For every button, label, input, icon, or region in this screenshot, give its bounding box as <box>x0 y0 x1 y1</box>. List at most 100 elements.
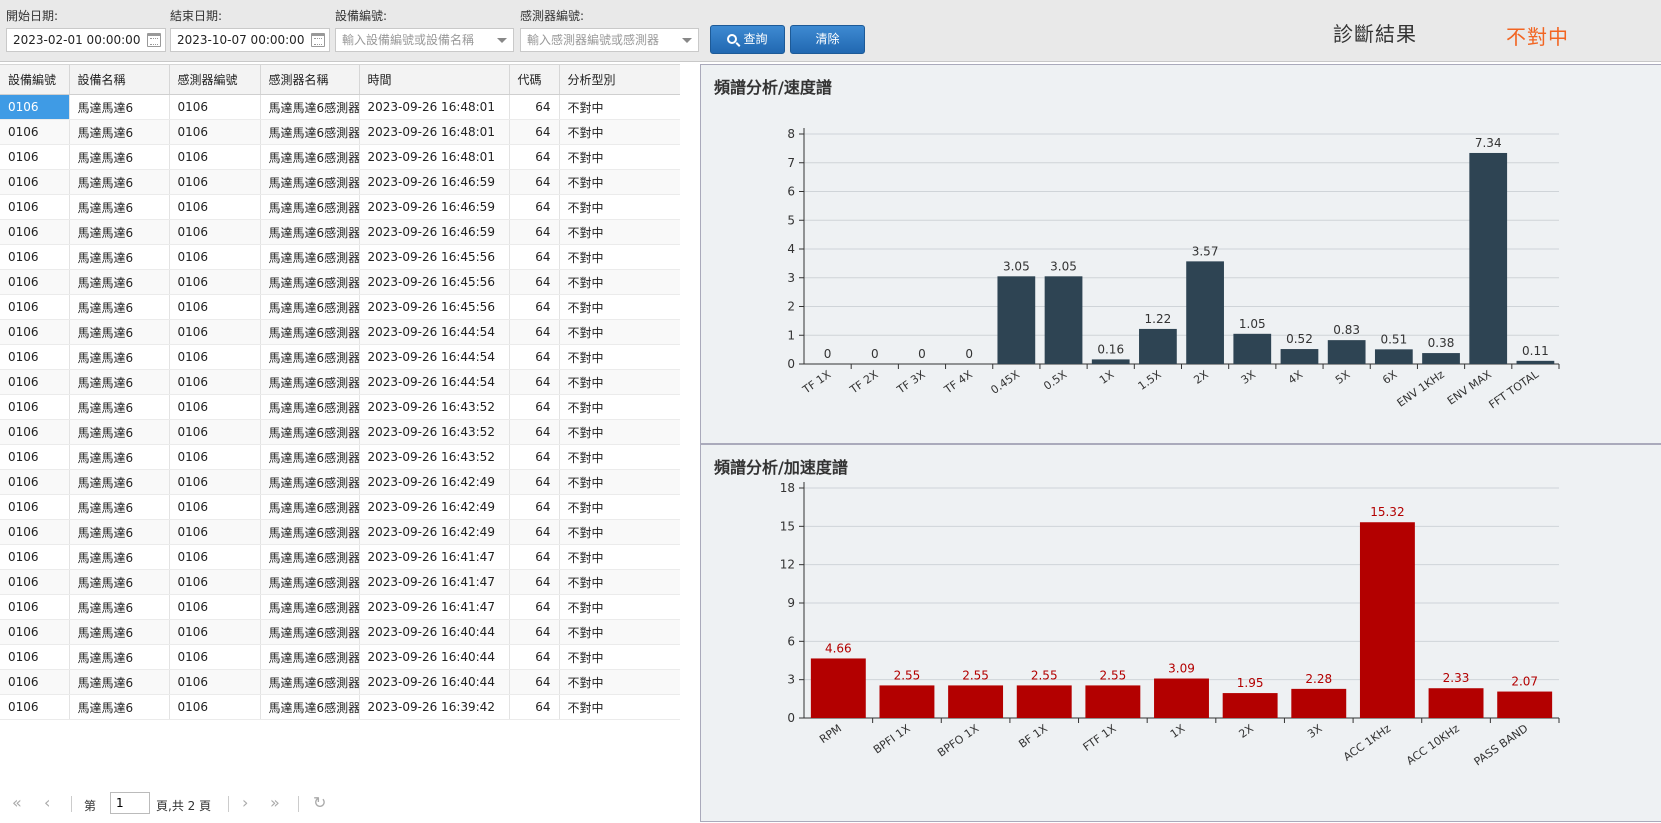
table-cell[interactable]: 2023-09-26 16:41:47 <box>359 569 510 595</box>
table-cell[interactable]: 不對中 <box>559 369 681 395</box>
bar[interactable] <box>1291 688 1347 718</box>
bar[interactable] <box>1085 685 1141 718</box>
table-cell[interactable]: 馬達馬達6 <box>69 319 170 345</box>
table-cell[interactable]: 0106 <box>169 194 261 220</box>
prev-page-icon[interactable]: ‹ <box>44 793 51 812</box>
table-cell[interactable]: 馬達馬達6 <box>69 194 170 220</box>
table-cell[interactable]: 不對中 <box>559 119 681 145</box>
table-cell[interactable]: 馬達馬達6 <box>69 219 170 245</box>
table-cell[interactable]: 2023-09-26 16:44:54 <box>359 369 510 395</box>
table-cell[interactable]: 0106 <box>0 594 70 620</box>
calendar-icon[interactable] <box>311 33 325 47</box>
table-cell[interactable]: 64 <box>509 194 560 220</box>
next-page-icon[interactable]: › <box>242 793 249 812</box>
column-header[interactable]: 設備編號 <box>0 64 70 95</box>
table-cell[interactable]: 64 <box>509 269 560 295</box>
bar[interactable] <box>879 685 935 718</box>
table-cell[interactable]: 0106 <box>0 219 70 245</box>
table-cell[interactable]: 馬達馬達6 <box>69 294 170 320</box>
table-cell[interactable]: 0106 <box>0 94 70 120</box>
table-cell[interactable]: 2023-09-26 16:42:49 <box>359 469 510 495</box>
table-cell[interactable]: 0106 <box>169 694 261 720</box>
table-cell[interactable]: 馬達馬達6 <box>69 644 170 670</box>
table-cell[interactable]: 0106 <box>0 344 70 370</box>
table-cell[interactable]: 不對中 <box>559 419 681 445</box>
device-combobox[interactable]: 輸入設備編號或設備名稱 <box>335 28 514 52</box>
end-date-input[interactable]: 2023-10-07 00:00:00 <box>170 28 330 52</box>
column-header[interactable]: 感測器名稱 <box>260 64 360 95</box>
table-cell[interactable]: 64 <box>509 94 560 120</box>
table-cell[interactable]: 64 <box>509 219 560 245</box>
table-cell[interactable]: 馬達馬達6感測器 <box>260 369 360 395</box>
table-cell[interactable]: 馬達馬達6 <box>69 569 170 595</box>
bar[interactable] <box>1044 276 1083 364</box>
bar[interactable] <box>1327 340 1366 364</box>
table-row[interactable]: 0106 馬達馬達6 0106 馬達馬達6感測器 2023-09-26 16:48:01… <box>0 94 681 120</box>
table-cell[interactable]: 0106 <box>0 519 70 545</box>
table-cell[interactable]: 馬達馬達6感測器 <box>260 394 360 420</box>
bar[interactable] <box>1497 691 1553 718</box>
table-cell[interactable]: 64 <box>509 519 560 545</box>
table-cell[interactable]: 2023-09-26 16:46:59 <box>359 194 510 220</box>
table-row[interactable]: 0106 馬達馬達6 0106 馬達馬達6感測器 2023-09-26 16:41:47… <box>0 594 681 620</box>
bar[interactable] <box>1422 353 1460 364</box>
table-cell[interactable]: 馬達馬達6 <box>69 244 170 270</box>
table-cell[interactable]: 0106 <box>169 119 261 145</box>
bar[interactable] <box>1154 678 1209 718</box>
table-cell[interactable]: 0106 <box>0 569 70 595</box>
table-cell[interactable]: 64 <box>509 619 560 645</box>
bar[interactable] <box>948 685 1004 718</box>
column-header[interactable]: 感測器編號 <box>169 64 261 95</box>
table-cell[interactable]: 不對中 <box>559 169 681 195</box>
table-cell[interactable]: 馬達馬達6感測器 <box>260 644 360 670</box>
start-date-input[interactable]: 2023-02-01 00:00:00 <box>6 28 166 52</box>
table-cell[interactable]: 馬達馬達6 <box>69 119 170 145</box>
table-cell[interactable]: 馬達馬達6感測器 <box>260 419 360 445</box>
table-cell[interactable]: 馬達馬達6 <box>69 469 170 495</box>
table-cell[interactable]: 不對中 <box>559 344 681 370</box>
table-cell[interactable]: 不對中 <box>559 294 681 320</box>
table-cell[interactable]: 0106 <box>169 269 261 295</box>
table-row[interactable]: 0106 馬達馬達6 0106 馬達馬達6感測器 2023-09-26 16:48:01… <box>0 119 681 145</box>
table-cell[interactable]: 0106 <box>0 194 70 220</box>
table-cell[interactable]: 0106 <box>169 544 261 570</box>
table-cell[interactable]: 0106 <box>169 94 261 120</box>
bar[interactable] <box>1359 522 1415 718</box>
table-cell[interactable]: 馬達馬達6 <box>69 269 170 295</box>
table-row[interactable]: 0106 馬達馬達6 0106 馬達馬達6感測器 2023-09-26 16:41:47… <box>0 569 681 595</box>
table-cell[interactable]: 馬達馬達6 <box>69 419 170 445</box>
table-row[interactable]: 0106 馬達馬達6 0106 馬達馬達6感測器 2023-09-26 16:48:01… <box>0 144 681 170</box>
table-cell[interactable]: 2023-09-26 16:45:56 <box>359 244 510 270</box>
table-cell[interactable]: 0106 <box>0 469 70 495</box>
table-row[interactable]: 0106 馬達馬達6 0106 馬達馬達6感測器 2023-09-26 16:40:44… <box>0 644 681 670</box>
table-cell[interactable]: 0106 <box>169 144 261 170</box>
table-cell[interactable]: 2023-09-26 16:42:49 <box>359 494 510 520</box>
table-cell[interactable]: 64 <box>509 144 560 170</box>
table-cell[interactable]: 馬達馬達6感測器 <box>260 319 360 345</box>
table-cell[interactable]: 2023-09-26 16:48:01 <box>359 94 510 120</box>
table-cell[interactable]: 2023-09-26 16:39:42 <box>359 694 510 720</box>
table-row[interactable]: 0106 馬達馬達6 0106 馬達馬達6感測器 2023-09-26 16:46:59… <box>0 219 681 245</box>
table-cell[interactable]: 不對中 <box>559 269 681 295</box>
table-cell[interactable]: 0106 <box>0 669 70 695</box>
table-cell[interactable]: 馬達馬達6感測器 <box>260 594 360 620</box>
table-row[interactable]: 0106 馬達馬達6 0106 馬達馬達6感測器 2023-09-26 16:44:54… <box>0 319 681 345</box>
table-cell[interactable]: 2023-09-26 16:43:52 <box>359 419 510 445</box>
bar[interactable] <box>997 276 1036 364</box>
table-cell[interactable]: 不對中 <box>559 444 681 470</box>
table-cell[interactable]: 不對中 <box>559 544 681 570</box>
table-cell[interactable]: 馬達馬達6感測器 <box>260 544 360 570</box>
table-cell[interactable]: 不對中 <box>559 194 681 220</box>
table-cell[interactable]: 0106 <box>169 469 261 495</box>
table-row[interactable]: 0106 馬達馬達6 0106 馬達馬達6感測器 2023-09-26 16:42:49… <box>0 494 681 520</box>
table-cell[interactable]: 64 <box>509 344 560 370</box>
table-cell[interactable]: 0106 <box>0 694 70 720</box>
table-cell[interactable]: 64 <box>509 119 560 145</box>
table-row[interactable]: 0106 馬達馬達6 0106 馬達馬達6感測器 2023-09-26 16:40:44… <box>0 669 681 695</box>
table-cell[interactable]: 0106 <box>0 644 70 670</box>
table-cell[interactable]: 不對中 <box>559 244 681 270</box>
table-cell[interactable]: 0106 <box>169 244 261 270</box>
table-cell[interactable]: 64 <box>509 244 560 270</box>
table-cell[interactable]: 0106 <box>169 619 261 645</box>
column-header[interactable]: 代碼 <box>509 64 560 95</box>
